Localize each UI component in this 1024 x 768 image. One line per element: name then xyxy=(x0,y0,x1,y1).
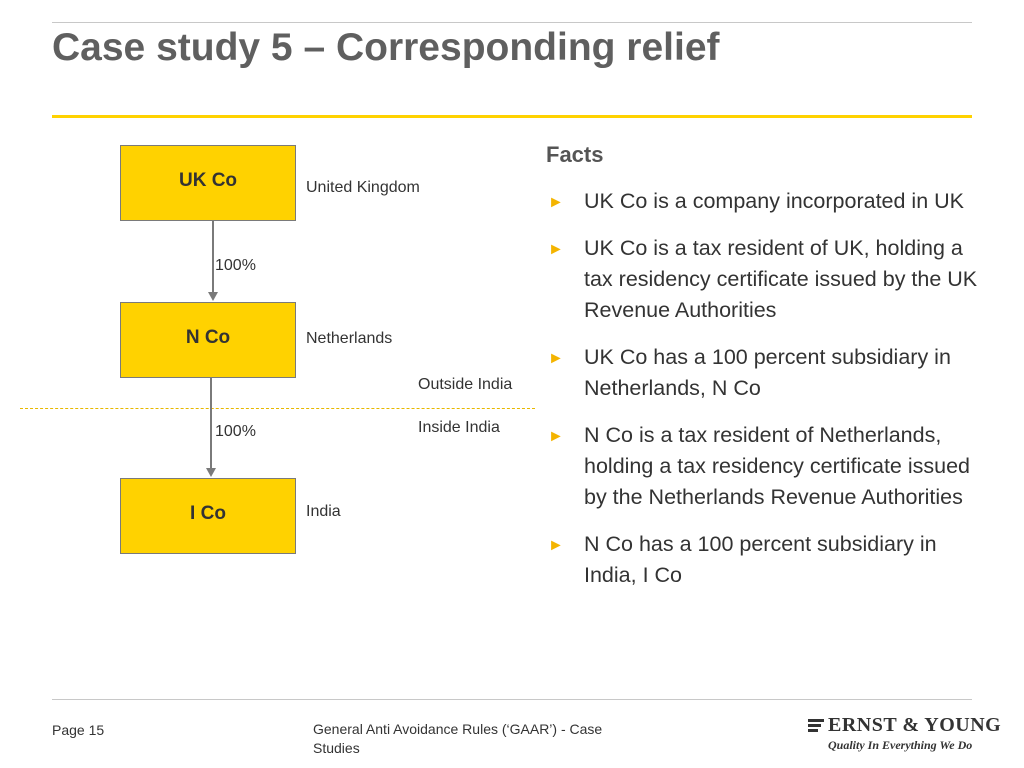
fact-text: N Co is a tax resident of Netherlands, h… xyxy=(584,423,971,509)
fact-item: ► UK Co has a 100 percent subsidiary in N… xyxy=(546,342,986,404)
country-india-label: India xyxy=(306,503,341,520)
document-title: General Anti Avoidance Rules (‘GAAR’) - … xyxy=(313,721,603,756)
country-uk-label: United Kingdom xyxy=(306,179,420,196)
fact-text: UK Co is a company incorporated in UK xyxy=(584,189,965,213)
entity-i-co: I Co xyxy=(120,478,296,554)
footer-divider xyxy=(52,699,972,700)
fact-text: N Co has a 100 percent subsidiary in Ind… xyxy=(584,532,937,587)
triangle-right-icon: ► xyxy=(548,428,564,445)
arrowhead-n-to-i xyxy=(206,468,216,477)
page-number: Page 15 xyxy=(52,722,105,738)
logo-bars-icon xyxy=(808,719,824,732)
logo-wordmark-text: ERNST & YOUNG xyxy=(828,714,1002,736)
arrowhead-uk-to-n xyxy=(208,292,218,301)
company-logo: ERNST & YOUNG Quality In Everything We D… xyxy=(808,714,1001,753)
ownership-n-to-i-label: 100% xyxy=(215,423,256,440)
triangle-right-icon: ► xyxy=(548,241,564,258)
facts-list: ► UK Co is a company incorporated in UK ►… xyxy=(546,186,986,607)
top-divider xyxy=(52,22,972,23)
inside-india-label: Inside India xyxy=(418,419,500,436)
title-underline xyxy=(52,115,972,118)
entity-uk-co: UK Co xyxy=(120,145,296,221)
entity-n-co-label: N Co xyxy=(185,327,231,348)
fact-item: ► N Co is a tax resident of Netherlands, … xyxy=(546,420,986,513)
india-boundary-line xyxy=(20,408,535,409)
fact-item: ► N Co has a 100 percent subsidiary in In… xyxy=(546,529,986,591)
fact-text: UK Co has a 100 percent subsidiary in Ne… xyxy=(584,345,951,400)
country-netherlands-label: Netherlands xyxy=(306,330,393,347)
ownership-uk-to-n-label: 100% xyxy=(215,257,256,274)
outside-india-label: Outside India xyxy=(418,376,513,393)
fact-text: UK Co is a tax resident of UK, holding a… xyxy=(584,236,978,322)
facts-heading: Facts xyxy=(546,142,604,167)
fact-item: ► UK Co is a company incorporated in UK xyxy=(546,186,986,217)
entity-n-co: N Co xyxy=(120,302,296,378)
logo-wordmark: ERNST & YOUNG xyxy=(808,714,1001,737)
logo-tagline: Quality In Everything We Do xyxy=(828,738,973,752)
triangle-right-icon: ► xyxy=(548,194,564,211)
connector-n-to-i xyxy=(210,378,212,468)
page-title: Case study 5 – Corresponding relief xyxy=(52,26,720,69)
triangle-right-icon: ► xyxy=(548,537,564,554)
triangle-right-icon: ► xyxy=(548,350,564,367)
connector-uk-to-n xyxy=(212,221,214,292)
entity-i-co-label: I Co xyxy=(190,503,226,524)
entity-uk-co-label: UK Co xyxy=(178,170,238,191)
fact-item: ► UK Co is a tax resident of UK, holding … xyxy=(546,233,986,326)
